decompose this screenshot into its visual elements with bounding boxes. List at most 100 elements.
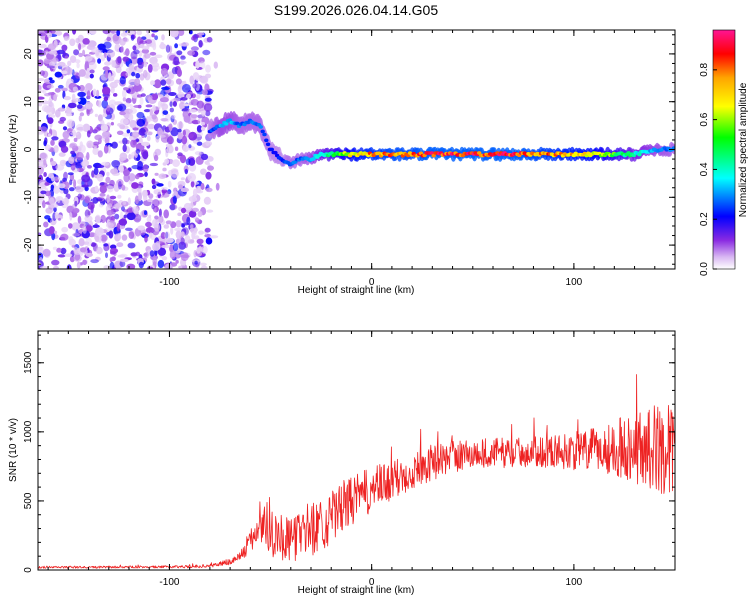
heatmap-noise-cell (163, 209, 169, 219)
heatmap-noise-cell (194, 235, 200, 240)
heatmap-noise-cell (38, 59, 44, 67)
heatmap-noise-cell (73, 179, 77, 188)
heatmap-noise-cell (58, 217, 61, 221)
heatmap-noise-cell (54, 71, 62, 78)
heatmap-noise-cell (141, 45, 150, 50)
heatmap-noise-cell (194, 260, 198, 265)
heatmap-noise-cell (86, 130, 91, 138)
heatmap-noise-cell (170, 30, 179, 38)
heatmap-noise-cell (157, 134, 166, 138)
heatmap-noise-cell (201, 245, 208, 254)
heatmap-noise-cell (146, 266, 154, 269)
heatmap-noise-cell (89, 30, 97, 35)
heatmap-noise-cell (60, 247, 67, 255)
heatmap-noise-cell (76, 62, 80, 69)
heatmap-noise-cell (160, 42, 164, 46)
heatmap-noise-cell (77, 91, 86, 98)
heatmap-noise-cell (64, 55, 69, 59)
heatmap-noise-cell (130, 34, 135, 41)
heatmap-noise-cell (53, 176, 60, 181)
heatmap-noise-cell (195, 185, 202, 194)
heatmap-noise-cell (85, 224, 93, 233)
y-tick-label: 1000 (23, 420, 34, 443)
heatmap-noise-cell (81, 184, 90, 188)
heatmap-noise-cell (141, 48, 150, 54)
heatmap-noise-cell (106, 171, 110, 177)
heatmap-noise-cell (191, 231, 196, 240)
heatmap-noise-cell (99, 182, 105, 186)
heatmap-noise-cell (78, 115, 82, 122)
heatmap-noise-cell (106, 185, 114, 193)
heatmap-noise-cell (126, 208, 134, 213)
heatmap-noise-cell (161, 244, 171, 249)
heatmap-noise-cell (195, 60, 200, 69)
heatmap-noise-cell (49, 79, 55, 84)
heatmap-noise-cell (50, 139, 55, 146)
heatmap-noise-cell (164, 158, 170, 165)
heatmap-noise-cell (154, 148, 162, 156)
heatmap-noise-cell (190, 180, 195, 188)
heatmap-noise-cell (152, 257, 158, 266)
heatmap-noise-cell (58, 152, 66, 157)
heatmap-noise-cell (98, 43, 105, 49)
heatmap-noise-cell (104, 61, 112, 66)
y-tick-label: -20 (23, 237, 34, 252)
heatmap-noise-cell (207, 165, 214, 171)
heatmap-noise-cell (128, 154, 135, 159)
heatmap-noise-cell (66, 128, 74, 132)
heatmap-noise-cell (63, 35, 70, 41)
heatmap-noise-cell (123, 87, 129, 91)
heatmap-noise-cell (106, 104, 111, 112)
heatmap-noise-cell (110, 251, 116, 255)
heatmap-noise-cell (110, 209, 114, 213)
heatmap-noise-cell (165, 143, 173, 148)
heatmap-noise-cell (199, 262, 207, 266)
heatmap-noise-cell (152, 104, 156, 112)
heatmap-noise-cell (43, 159, 47, 166)
heatmap-noise-cell (52, 246, 58, 250)
heatmap-noise-cell (72, 30, 77, 35)
heatmap-noise-cell (53, 94, 57, 102)
heatmap-noise-cell (94, 113, 98, 118)
heatmap-noise-cell (155, 135, 160, 143)
heatmap-noise-cell (149, 51, 157, 56)
heatmap-noise-cell (154, 54, 163, 59)
heatmap-noise-cell (151, 33, 155, 38)
heatmap-noise-cell (44, 93, 51, 97)
heatmap-noise-cell (89, 41, 93, 47)
heatmap-noise-cell (180, 97, 188, 101)
heatmap-noise-cell (182, 145, 189, 152)
heatmap-noise-cell (170, 226, 174, 235)
heatmap-noise-cell (131, 71, 136, 77)
heatmap-noise-cell (174, 43, 179, 49)
heatmap-noise-cell (132, 206, 139, 214)
heatmap-noise-cell (169, 101, 173, 107)
heatmap-noise-cell (188, 157, 196, 166)
heatmap-noise-cell (186, 93, 191, 99)
heatmap-noise-cell (133, 105, 142, 108)
heatmap-noise-cell (151, 184, 157, 190)
heatmap-noise-cell (94, 216, 100, 221)
heatmap-noise-cell (85, 101, 93, 110)
heatmap-noise-cell (105, 176, 111, 184)
heatmap-noise-cell (153, 154, 159, 162)
heatmap-noise-cell (145, 221, 152, 228)
heatmap-noise-cell (161, 86, 170, 91)
heatmap-noise-cell (62, 126, 68, 131)
heatmap-noise-cell (95, 246, 103, 255)
x-tick-label: 0 (369, 577, 375, 588)
heatmap-noise-cell (62, 177, 67, 183)
heatmap-ridge-cell (273, 150, 278, 155)
heatmap-noise-cell (39, 43, 47, 49)
heatmap-noise-cell (192, 83, 198, 89)
heatmap-noise-cell (188, 144, 192, 149)
heatmap-noise-cell (157, 100, 163, 108)
spectrogram-y-ticks: -20 -10 0 10 20 (23, 34, 675, 265)
heatmap-ridge-cell (260, 129, 265, 134)
heatmap-noise-cell (69, 173, 75, 182)
heatmap-noise-cell (151, 30, 159, 33)
heatmap-noise-cell (54, 214, 64, 220)
heatmap-noise-cell (123, 51, 129, 56)
heatmap-noise-cell (197, 210, 203, 217)
heatmap-noise-cell (102, 131, 111, 138)
